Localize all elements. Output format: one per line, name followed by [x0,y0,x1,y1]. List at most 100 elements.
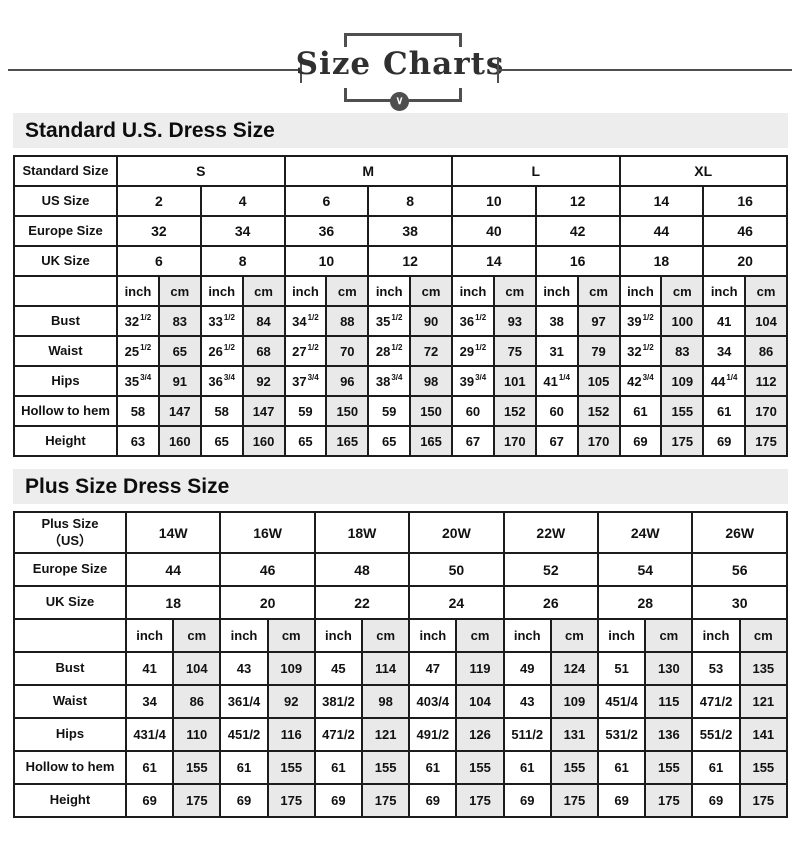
table-row: Hips 431/4 110 451/2 116 471/2 121 491/2 126 511/… [13,717,789,752]
measurement-cell: 291/2 [451,335,495,367]
measurement-cell: 471/2 [313,717,364,752]
table-row: Bust 41 104 43 109 45 114 47 119 49 124 51 130 53 135 [13,651,789,686]
unit-cell: cm [576,275,621,307]
size-cell: 6 [116,245,202,277]
measurement-cell: 393/4 [451,365,495,397]
table-row: UK Size 6 8 10 12 14 16 18 20 [13,245,788,277]
measurement-cell: 69 [219,783,269,818]
size-cell: 4 [199,185,286,217]
measurement-cell: 61 [124,750,175,785]
size-cell: 34 [199,215,286,247]
measurement-cell: 60 [451,395,495,427]
table-row: Waist 34 86 361/4 92 381/2 98 403/4 104 43 109 451/… [13,684,789,719]
size-cell: 18 [618,245,705,277]
size-cell: 40 [451,215,537,247]
unit-cell: inch [534,275,579,307]
size-cell: 54 [597,552,694,587]
unit-cell: inch [702,275,747,307]
measurement-cell: 75 [492,335,537,367]
measurement-cell: 65 [157,335,202,367]
measurement-cell: 92 [266,684,316,719]
measurement-cell: 105 [576,365,621,397]
row-label: Europe Size [13,215,118,247]
unit-cell: inch [367,275,412,307]
row-label: Standard Size [13,155,118,187]
table-row: Hips 353/4 91 363/4 92 373/4 96 383/4 98 393/4 101… [13,365,788,397]
size-cell: 16 [534,245,621,277]
measurement-cell: 361/4 [219,684,269,719]
unit-cell: inch [451,275,495,307]
size-cell: 2 [116,185,202,217]
table-row: inch cm inch cm inch cm inch cm inch cm inch cm inch… [13,275,788,307]
measurement-cell: 91 [157,365,202,397]
measurement-cell: 165 [325,425,370,457]
size-cell: 46 [702,215,788,247]
measurement-cell: 119 [455,651,505,686]
size-cell: 36 [283,215,370,247]
measurement-cell: 175 [644,783,694,818]
unit-cell: inch [124,618,175,653]
measurement-cell: 155 [738,750,789,785]
unit-cell: cm [644,618,694,653]
size-cell: 20 [219,585,316,620]
size-cell: 42 [534,215,621,247]
table-row: Europe Size 32 34 36 38 40 42 44 46 [13,215,788,247]
measurement-cell: 100 [660,305,705,337]
size-cell: 38 [367,215,453,247]
table-row: Hollow to hem 58 147 58 147 59 150 59 150 60 152 60… [13,395,788,427]
size-cell: 8 [367,185,453,217]
measurement-cell: 69 [313,783,364,818]
measurement-cell: 491/2 [408,717,458,752]
size-cell: 16W [219,511,316,554]
divider-tick-right [497,57,499,83]
measurement-cell: 423/4 [618,365,663,397]
divider-line-right [499,69,792,71]
size-cell: 50 [408,552,505,587]
plus-size-heading: Plus Size Dress Size [13,469,788,504]
size-cell: 56 [691,552,788,587]
measurement-cell: 92 [241,365,286,397]
measurement-cell: 175 [266,783,316,818]
unit-cell: cm [325,275,370,307]
measurement-cell: 110 [172,717,222,752]
measurement-cell: 43 [502,684,552,719]
size-cell: 6 [283,185,370,217]
measurement-cell: 155 [549,750,600,785]
measurement-cell: 155 [361,750,411,785]
measurement-cell: 321/2 [618,335,663,367]
measurement-cell: 69 [702,425,747,457]
measurement-cell: 403/4 [408,684,458,719]
measurement-cell: 115 [644,684,694,719]
measurement-cell: 160 [157,425,202,457]
unit-cell: cm [157,275,202,307]
measurement-cell: 351/2 [367,305,412,337]
row-label [13,618,127,653]
measurement-cell: 34 [702,335,747,367]
row-label: Waist [13,335,118,367]
measurement-cell: 271/2 [283,335,328,367]
measurement-cell: 45 [313,651,364,686]
measurement-cell: 531/2 [597,717,647,752]
measurement-cell: 353/4 [116,365,160,397]
size-cell: 20W [408,511,505,554]
size-cell: L [451,155,621,187]
size-cell: 8 [199,245,286,277]
measurement-cell: 131 [549,717,600,752]
measurement-cell: 31 [534,335,579,367]
plus-size-section: Plus Size Dress Size Plus Size （US） 14W 16… [13,469,789,818]
unit-cell: inch [313,618,364,653]
measurement-cell: 61 [691,750,741,785]
row-label: Europe Size [13,552,127,587]
size-cell: 22 [313,585,411,620]
size-cell: 18W [313,511,411,554]
unit-cell: cm [744,275,788,307]
unit-cell: inch [219,618,269,653]
size-cell: 44 [124,552,222,587]
measurement-cell: 373/4 [283,365,328,397]
measurement-cell: 63 [116,425,160,457]
measurement-cell: 98 [409,365,453,397]
row-label: Plus Size （US） [13,511,127,554]
measurement-cell: 59 [367,395,412,427]
row-label: UK Size [13,245,118,277]
size-cell: 26 [502,585,600,620]
